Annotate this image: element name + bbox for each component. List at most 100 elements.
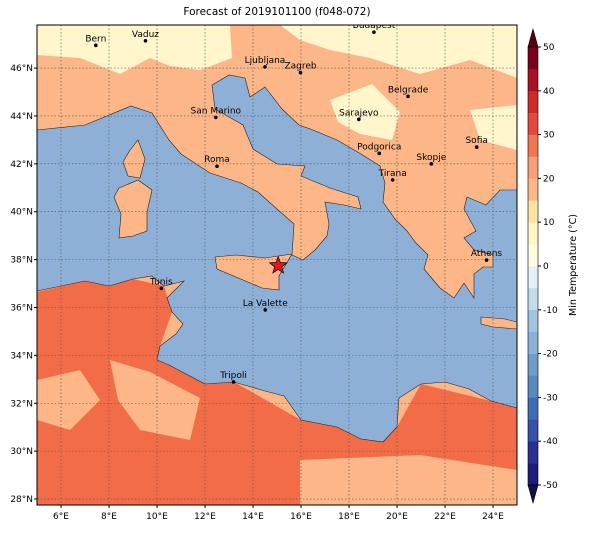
x-tick-label: 12°E <box>194 512 216 522</box>
colorbar-segment <box>528 68 538 92</box>
city-label: Sarajevo <box>339 108 379 118</box>
city-marker <box>377 151 382 156</box>
land-patch <box>300 455 517 505</box>
city-label: Zagreb <box>284 62 316 72</box>
colorbar-extension <box>527 27 539 48</box>
colorbar-extension <box>527 484 539 505</box>
colorbar-tick-label: 40 <box>543 87 555 97</box>
x-tick-label: 16°E <box>290 512 312 522</box>
x-tick-label: 8°E <box>101 512 117 522</box>
x-tick-label: 22°E <box>434 512 456 522</box>
colorbar-segment <box>528 134 538 157</box>
colorbar-segment <box>528 244 538 267</box>
city-marker <box>484 258 489 262</box>
x-tick-label: 6°E <box>53 512 69 522</box>
colorbar-segment <box>528 112 538 135</box>
colorbar-tick-label: 10 <box>543 218 555 228</box>
x-tick-label: 10°E <box>146 512 168 522</box>
colorbar-tick-label: -20 <box>543 350 558 360</box>
city-label: Athens <box>471 249 502 259</box>
cool-region <box>280 25 517 78</box>
city-marker <box>94 43 98 48</box>
city-label: Tripoli <box>219 371 247 381</box>
title: Forecast of 2019101100 (f048-072) <box>183 6 370 18</box>
city-label: Belgrade <box>388 85 429 95</box>
y-tick-label: 34°N <box>10 351 33 361</box>
city-marker <box>159 286 164 291</box>
x-tick-label: 18°E <box>338 512 360 522</box>
city-marker <box>215 164 219 169</box>
city-label: Roma <box>204 155 230 165</box>
graticule <box>37 25 517 505</box>
x-tick-label: 24°E <box>482 512 504 522</box>
axes: 6°E 8°E 10°E 12°E 14°E 16°E 18°E 20°E 22°E 24°E 28… <box>10 64 504 522</box>
star-marker <box>268 255 288 274</box>
x-tick-label: 14°E <box>242 512 264 522</box>
city-marker <box>390 178 395 182</box>
crete <box>480 316 517 330</box>
colorbar-segment <box>528 353 538 376</box>
y-tick-label: 36°N <box>10 303 33 313</box>
colorbar-tick-label: 30 <box>543 131 555 141</box>
city-label: Budapest <box>353 21 396 31</box>
colorbar-tick-label: 20 <box>543 174 555 184</box>
colorbar: -50 -40 -30 -20 -10 0 10 20 30 40 50 <box>527 27 558 505</box>
colorbar-segment <box>528 266 538 289</box>
city-label: Tirana <box>378 169 407 179</box>
city-marker <box>429 162 434 166</box>
colorbar-segment <box>528 47 538 70</box>
city-label: Sofia <box>465 136 487 146</box>
colorbar-segment <box>528 309 538 332</box>
colorbar-segment <box>528 441 538 464</box>
y-tick-label: 28°N <box>10 495 33 505</box>
colorbar-segment <box>528 156 538 179</box>
y-tick-label: 40°N <box>10 208 33 218</box>
city-label: San Marino <box>191 106 242 116</box>
y-tick-label: 46°N <box>10 64 33 74</box>
city-marker <box>143 39 148 43</box>
colorbar-segment <box>528 287 538 311</box>
city-marker <box>357 117 361 122</box>
city-marker <box>263 308 268 312</box>
y-tick-label: 38°N <box>10 256 33 266</box>
colorbar-segment <box>528 331 538 354</box>
city-marker <box>214 115 218 120</box>
colorbar-segment <box>528 200 538 223</box>
colorbar-segment <box>528 397 538 420</box>
colorbar-segment <box>528 419 538 442</box>
y-tick-label: 32°N <box>10 399 33 409</box>
colorbar-segment <box>528 90 538 113</box>
city-marker <box>298 70 303 75</box>
x-tick-label: 20°E <box>386 512 408 522</box>
city-label: Podgorica <box>357 142 401 152</box>
city-marker <box>263 65 267 69</box>
city-marker <box>372 30 376 34</box>
city-label: Bern <box>85 34 106 44</box>
colorbar-segment <box>528 222 538 245</box>
city-marker <box>474 145 479 149</box>
y-tick-label: 30°N <box>10 447 33 457</box>
city-marker <box>406 94 410 99</box>
city-label: Vaduz <box>132 30 159 40</box>
colorbar-segment <box>528 178 538 201</box>
land-patch <box>110 360 200 440</box>
colorbar-segment <box>528 463 538 486</box>
cool-region <box>330 84 400 140</box>
city-label: Ljubljana <box>245 56 286 66</box>
land-patch <box>37 370 100 430</box>
cool-region <box>37 25 232 74</box>
colorbar-tick-label: 0 <box>543 262 549 272</box>
colorbar-tick-label: -30 <box>543 393 558 403</box>
corsica <box>122 139 146 179</box>
city-label: Skopje <box>416 153 446 163</box>
colorbar-tick-label: -50 <box>543 481 558 491</box>
y-tick-label: 42°N <box>10 160 33 170</box>
y-tick-label: 44°N <box>10 112 33 122</box>
map-frame <box>36 24 518 506</box>
colorbar-tick-label: -10 <box>543 306 558 316</box>
colorbar-label: Min Temperature (°C) <box>568 214 579 316</box>
colorbar-tick-label: 50 <box>543 43 555 53</box>
